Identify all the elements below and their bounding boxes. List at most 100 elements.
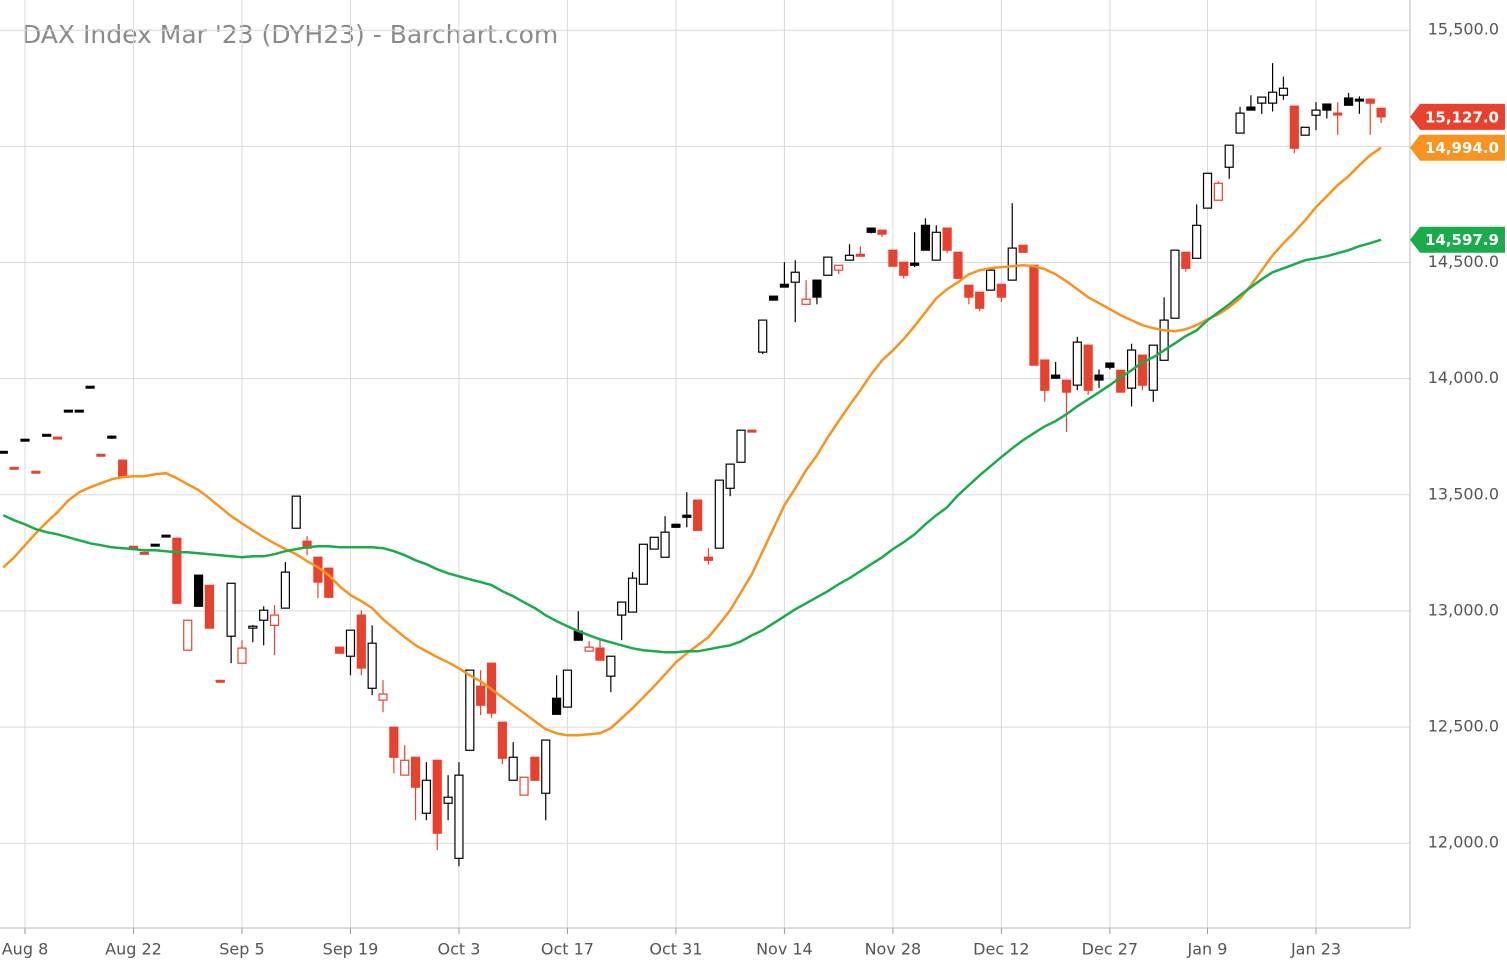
candle-body: [367, 642, 377, 689]
price-badge: [1410, 103, 1505, 130]
candle-body: [693, 499, 703, 531]
x-tick-label: Oct 31: [649, 940, 702, 959]
price-badge: [1410, 134, 1505, 161]
candle-body: [1311, 109, 1321, 116]
candle-body: [812, 279, 822, 298]
candle-body: [595, 647, 605, 661]
candle-body: [432, 759, 442, 834]
chart-title: DAX Index Mar '23 (DYH23) - Barchart.com: [22, 20, 558, 49]
candle-body: [161, 534, 171, 538]
candle-body: [1268, 91, 1278, 104]
candle-body: [324, 567, 334, 598]
price-badge-label: 14,994.0: [1425, 139, 1499, 157]
candle-body: [649, 536, 659, 550]
candle-body: [1029, 264, 1039, 366]
candle-body: [736, 429, 746, 463]
candle-body: [682, 514, 692, 518]
candle-body: [1333, 112, 1343, 116]
candle-body: [1181, 251, 1191, 269]
candle-body: [215, 679, 225, 683]
candle-body: [996, 283, 1006, 298]
candle-body: [1105, 362, 1115, 368]
candle-body: [519, 776, 529, 796]
candle-body: [660, 531, 670, 558]
candle-body: [421, 779, 432, 814]
candle-body: [768, 295, 779, 301]
candle-body: [193, 574, 204, 607]
candle-body: [779, 283, 790, 288]
candle-body: [497, 721, 507, 759]
x-tick-label: Oct 3: [437, 940, 480, 959]
candle-body: [909, 262, 920, 266]
candle-body: [226, 582, 236, 637]
candle-body: [1159, 319, 1169, 361]
candle-body: [389, 726, 399, 758]
candle-body: [975, 291, 985, 309]
candle-body: [1051, 374, 1061, 379]
candle-body: [118, 459, 128, 477]
x-tick-label: Oct 17: [541, 940, 594, 959]
candle-body: [1289, 105, 1299, 149]
x-tick-label: Sep 19: [323, 940, 379, 959]
candle-body: [877, 229, 887, 235]
y-tick-label: 15,500.0: [1428, 20, 1499, 39]
y-tick-label: 13,000.0: [1428, 600, 1499, 619]
candle-body: [1137, 354, 1148, 386]
candle-body: [1007, 247, 1017, 281]
candle-body: [855, 253, 865, 257]
candle-body: [454, 774, 464, 859]
candle-body: [801, 298, 811, 305]
candle-body: [1213, 182, 1223, 201]
candle-body: [584, 646, 594, 652]
candle-body: [725, 463, 735, 489]
candle-body: [844, 254, 855, 261]
candle-body: [1083, 344, 1093, 391]
candle-body: [335, 646, 345, 654]
candle-body: [530, 756, 540, 781]
y-tick-label: 14,000.0: [1428, 368, 1499, 387]
candle-body: [465, 669, 475, 751]
candle-body: [1365, 98, 1375, 104]
price-badge-label: 15,127.0: [1425, 108, 1499, 126]
candle-body: [866, 227, 876, 233]
candle-body: [920, 224, 931, 251]
y-tick-label: 12,000.0: [1428, 833, 1499, 852]
y-tick-label: 14,500.0: [1428, 252, 1499, 271]
candle-body: [74, 409, 84, 413]
candle-body: [20, 438, 30, 442]
candle-body: [85, 385, 95, 389]
x-tick-label: Nov 28: [865, 940, 922, 959]
x-tick-label: Nov 14: [756, 940, 813, 959]
candle-body: [508, 756, 518, 781]
x-tick-label: Sep 5: [219, 940, 264, 959]
candle-body: [541, 739, 551, 794]
candle-body: [747, 429, 757, 433]
candle-body: [1257, 96, 1267, 104]
candle-body: [400, 759, 410, 776]
candle-body: [703, 556, 714, 561]
candle-body: [1061, 379, 1072, 393]
candle-body: [942, 227, 952, 251]
candle-body: [9, 466, 19, 470]
y-tick-label: 12,500.0: [1428, 717, 1499, 736]
candle-body: [183, 619, 193, 651]
moving-average: [2, 146, 1382, 737]
candle-body: [1235, 112, 1245, 134]
candle-body: [291, 495, 301, 529]
candle-body: [1018, 244, 1028, 253]
candle-body: [638, 543, 648, 585]
candle-body: [834, 264, 844, 271]
price-badge-label: 14,597.9: [1425, 231, 1499, 249]
candle-body: [1322, 103, 1332, 111]
price-badge: [1410, 226, 1505, 253]
candle-body: [1224, 144, 1234, 168]
candle-body: [269, 614, 280, 626]
x-tick-label: Jan 9: [1187, 940, 1228, 959]
candle-body: [823, 256, 833, 276]
candle-body: [259, 609, 269, 621]
x-tick-label: Dec 12: [973, 940, 1029, 959]
candle-body: [476, 685, 486, 706]
candle-body: [790, 271, 800, 283]
candle-body: [1094, 374, 1104, 381]
